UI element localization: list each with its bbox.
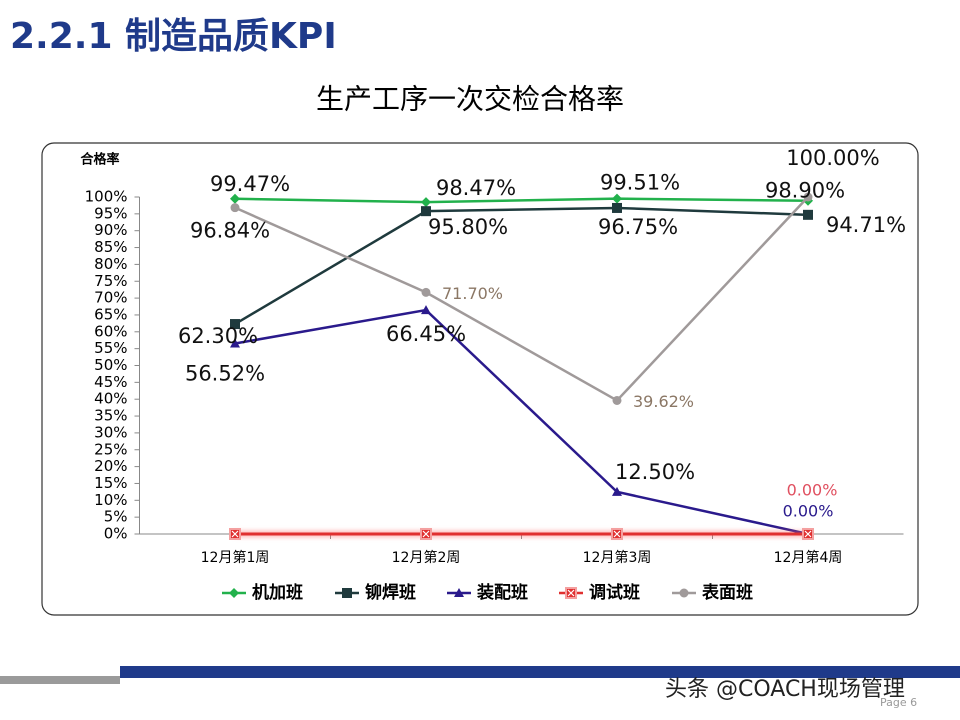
data-label: 0.00%	[783, 502, 834, 521]
data-point	[421, 206, 431, 217]
legend-marker	[679, 588, 689, 598]
data-point	[803, 209, 813, 220]
page-number: Page 6	[880, 696, 917, 709]
chart-frame	[41, 142, 919, 616]
data-point	[230, 203, 240, 213]
y-tick-label: 45%	[94, 373, 127, 391]
y-tick-label: 70%	[94, 289, 127, 307]
data-point	[230, 193, 240, 204]
legend-marker	[342, 588, 352, 598]
slide-title: 2.2.1 制造品质KPI	[10, 16, 337, 57]
data-label: 98.90%	[765, 179, 845, 203]
marker-cross	[613, 530, 621, 538]
data-label: 95.80%	[428, 215, 508, 239]
y-tick-label: 80%	[94, 255, 127, 273]
marker-cross	[567, 589, 575, 597]
y-tick-label: 75%	[94, 272, 127, 290]
y-tick-label: 65%	[94, 305, 127, 323]
series-line	[234, 196, 809, 403]
data-label: 99.51%	[600, 171, 680, 195]
data-label: 94.71%	[826, 213, 906, 237]
marker-cross	[422, 530, 430, 538]
footer-bar-blue	[120, 666, 960, 678]
series-line	[234, 308, 809, 536]
y-axis-label: 合格率	[80, 152, 119, 168]
x-tick-label: 12月第4周	[774, 549, 843, 566]
y-tick-label: 15%	[94, 474, 127, 492]
data-label: 0.00%	[787, 481, 838, 500]
data-label: 39.62%	[633, 392, 694, 411]
legend-marker	[229, 588, 239, 598]
y-tick-label: 100%	[85, 188, 128, 206]
y-tick-label: 60%	[94, 322, 127, 340]
series-line	[234, 206, 809, 326]
legend-marker	[454, 588, 464, 597]
data-point	[612, 395, 622, 405]
data-label: 12.50%	[615, 460, 695, 484]
y-tick-label: 10%	[94, 491, 127, 509]
y-tick-label: 5%	[104, 508, 128, 526]
y-tick-label: 95%	[94, 204, 127, 222]
data-point	[421, 287, 431, 297]
y-tick-label: 20%	[94, 457, 127, 475]
legend-label: 表面班	[702, 582, 753, 603]
data-point	[230, 338, 240, 348]
data-point	[612, 486, 622, 496]
y-tick-label: 0%	[104, 525, 128, 543]
data-label: 62.30%	[178, 324, 258, 348]
data-point	[230, 319, 240, 330]
chart-title: 生产工序一次交检合格率	[316, 83, 624, 115]
data-point	[421, 305, 431, 315]
watermark: 头条 @COACH现场管理	[665, 677, 905, 702]
y-tick-label: 85%	[94, 238, 127, 256]
y-tick-label: 40%	[94, 390, 127, 408]
x-tick-label: 12月第1周	[201, 549, 270, 566]
data-label: 66.45%	[386, 322, 466, 346]
data-label: 71.70%	[442, 284, 503, 303]
data-label: 96.75%	[598, 215, 678, 239]
data-label: 98.47%	[436, 176, 516, 200]
footer-bar-grey	[0, 676, 120, 684]
data-label: 99.47%	[210, 172, 290, 196]
x-tick-label: 12月第2周	[392, 549, 461, 566]
data-point	[612, 202, 622, 213]
legend-label: 铆焊班	[365, 582, 416, 603]
data-point	[421, 197, 431, 208]
legend-label: 机加班	[252, 582, 303, 603]
y-tick-label: 55%	[94, 339, 127, 357]
data-point	[612, 193, 622, 204]
y-tick-label: 90%	[94, 221, 127, 239]
marker-cross	[231, 530, 239, 538]
data-label: 56.52%	[185, 362, 265, 386]
marker-cross	[804, 530, 812, 538]
y-tick-label: 30%	[94, 423, 127, 441]
data-point	[803, 192, 813, 202]
y-tick-label: 50%	[94, 356, 127, 374]
data-label: 100.00%	[786, 146, 879, 170]
y-tick-label: 35%	[94, 407, 127, 425]
series-line	[234, 197, 809, 204]
legend-label: 调试班	[589, 583, 640, 603]
x-tick-label: 12月第3周	[583, 549, 652, 566]
legend-label: 装配班	[476, 582, 528, 603]
y-tick-label: 25%	[94, 440, 127, 458]
data-label: 96.84%	[190, 219, 270, 243]
